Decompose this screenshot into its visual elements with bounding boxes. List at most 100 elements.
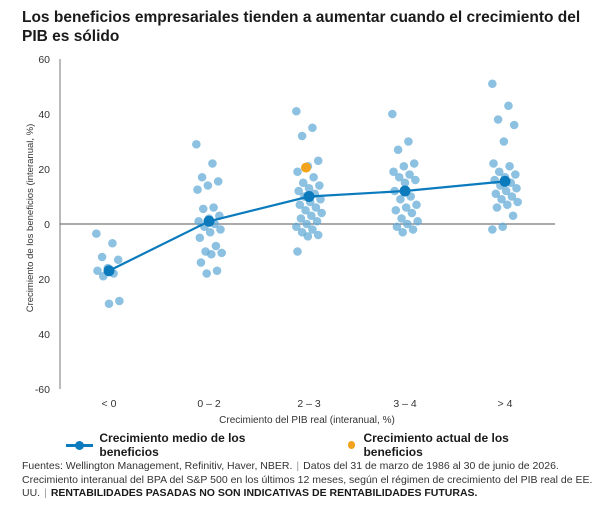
- scatter-point: [498, 222, 508, 232]
- y-tick-label: 0: [44, 219, 50, 231]
- scatter-point: [411, 175, 420, 185]
- mean-point: [303, 191, 315, 202]
- scatter-point: [397, 214, 406, 223]
- scatter-point: [298, 178, 308, 188]
- scatter-point: [294, 186, 303, 196]
- scatter-point: [501, 186, 511, 196]
- scatter-point: [405, 170, 414, 179]
- scatter-point: [315, 181, 324, 190]
- scatter-point: [401, 203, 411, 212]
- scatter-point: [392, 222, 402, 232]
- mean-point: [203, 215, 215, 227]
- scatter-point: [488, 79, 497, 89]
- scatter-point: [309, 172, 318, 182]
- scatter-point: [511, 170, 520, 179]
- y-tick-label: 60: [38, 54, 50, 66]
- scatter-point: [209, 203, 218, 212]
- scatter-point: [202, 269, 211, 278]
- scatter-point: [196, 258, 206, 267]
- scatter-point: [292, 222, 301, 232]
- scatter-point: [389, 167, 398, 177]
- scatter-point: [313, 230, 323, 240]
- scatter-point: [394, 172, 404, 182]
- x-tick-label: 0 – 2: [197, 398, 221, 410]
- scatter-point: [396, 194, 405, 204]
- scatter-point: [413, 216, 422, 226]
- legend-dot-marker: [347, 441, 356, 449]
- scatter-point: [205, 227, 215, 237]
- scatter-point: [193, 185, 202, 194]
- scatter-point: [293, 167, 302, 177]
- scatter-point: [211, 241, 221, 251]
- x-axis-title: Crecimiento del PIB real (interanual, %): [219, 415, 395, 426]
- scatter-point: [293, 247, 302, 256]
- scatter-point: [92, 229, 101, 238]
- footer-separator: |: [44, 487, 47, 499]
- y-tick-label: 40: [38, 329, 50, 341]
- scatter-point: [311, 203, 321, 212]
- scatter-point: [208, 159, 217, 168]
- scatter-point: [301, 205, 310, 215]
- scatter-point: [316, 194, 325, 204]
- scatter-point: [497, 194, 506, 204]
- x-tick-label: < 0: [102, 398, 117, 410]
- mean-point: [499, 175, 511, 187]
- scatter-point: [308, 225, 317, 234]
- scatter-point: [192, 139, 201, 149]
- legend-line-marker: [66, 440, 94, 450]
- scatter-point: [509, 120, 519, 130]
- legend: Crecimiento medio de los beneficios Crec…: [66, 431, 611, 459]
- scatter-point: [317, 208, 326, 218]
- y-tick-label: 40: [38, 109, 50, 121]
- current-point: [301, 162, 311, 173]
- scatter-point: [212, 266, 222, 276]
- scatter-point: [491, 189, 501, 199]
- scatter-point: [302, 219, 312, 229]
- scatter-point: [412, 200, 421, 210]
- scatter-point: [292, 106, 301, 116]
- scatter-point: [403, 219, 412, 229]
- scatter-point: [505, 161, 514, 171]
- scatter-point: [504, 101, 513, 111]
- scatter-point: [115, 296, 124, 306]
- x-tick-label: 3 – 4: [393, 398, 417, 410]
- x-tick-label: > 4: [498, 398, 513, 410]
- scatter-point: [489, 159, 498, 168]
- scatter-point: [503, 200, 512, 210]
- y-tick-label: 20: [38, 164, 50, 176]
- y-axis-title: Crecimiento de los beneficios (interanua…: [25, 124, 36, 313]
- legend-item-current: Crecimiento actual de los beneficios: [347, 431, 567, 459]
- scatter-point: [97, 252, 107, 262]
- scatter-point: [303, 232, 313, 241]
- footer-note: Crecimiento interanual del BPA del S&P 5…: [22, 473, 593, 500]
- scatter-point: [512, 183, 521, 193]
- scatter-point: [104, 299, 114, 309]
- scatter-point: [312, 216, 322, 226]
- scatter-point: [195, 233, 205, 243]
- scatter-point: [198, 204, 208, 214]
- scatter-point: [400, 178, 410, 188]
- scatter-point: [507, 192, 517, 201]
- scatter-chart: 60 40 20 0 20 40 -60 Crecimiento de los benefic…: [25, 54, 555, 426]
- scatter-point: [296, 214, 306, 223]
- y-tick-label: -60: [35, 384, 50, 396]
- scatter-point: [93, 266, 102, 276]
- scatter-point: [492, 203, 502, 212]
- scatter-point: [304, 183, 314, 193]
- scatter-point: [407, 208, 417, 218]
- scatter-point: [203, 181, 213, 190]
- y-tick-label: 20: [38, 274, 50, 286]
- scatter-point: [391, 205, 401, 215]
- footer-separator: |: [296, 460, 300, 472]
- legend-label-current: Crecimiento actual de los beneficios: [363, 431, 509, 459]
- scatter-point: [297, 131, 307, 141]
- scatter-point: [488, 225, 497, 234]
- scatter-point: [194, 216, 203, 226]
- footer-disclaimer: RENTABILIDADES PASADAS NO SON INDICATIVA…: [50, 487, 478, 499]
- scatter-point: [393, 145, 403, 155]
- scatter-point: [499, 137, 509, 146]
- scatter-point: [494, 167, 504, 177]
- scatter-point: [388, 109, 397, 119]
- scatter-point: [108, 238, 117, 248]
- scatter-point: [399, 161, 409, 171]
